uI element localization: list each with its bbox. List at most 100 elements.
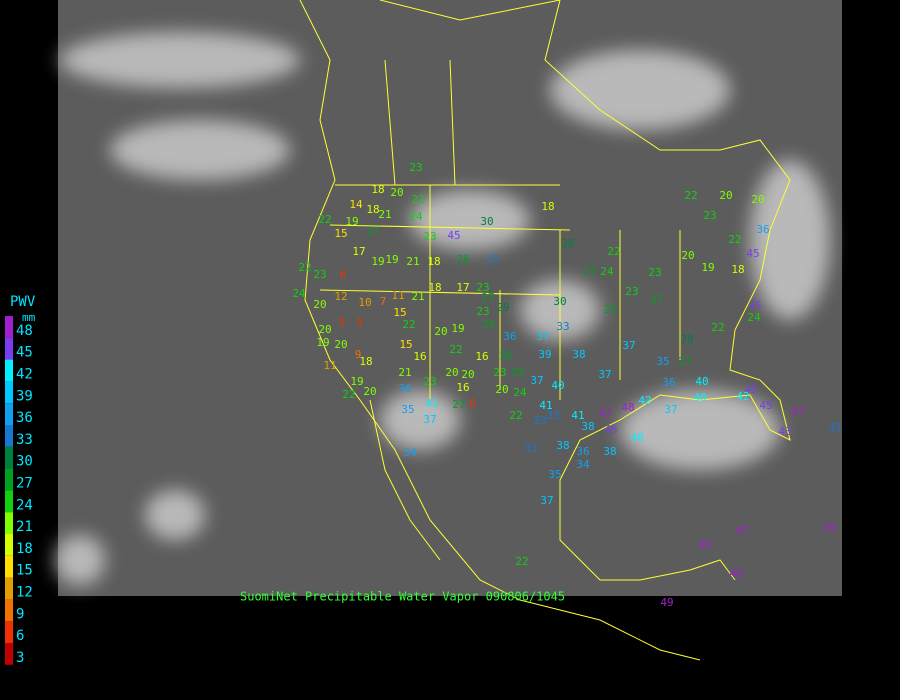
station-value: 21 <box>411 290 424 303</box>
legend-swatch <box>5 425 13 447</box>
legend-label: 6 <box>16 628 24 644</box>
legend-label: 24 <box>16 497 33 513</box>
station-value: 45 <box>604 423 617 436</box>
station-value: 21 <box>398 366 411 379</box>
station-value: 35 <box>401 403 414 416</box>
station-value: 11 <box>323 359 336 372</box>
legend-swatch <box>5 555 13 578</box>
station-value: 15 <box>399 338 412 351</box>
station-value: 20 <box>681 249 694 262</box>
station-value: 19 <box>385 253 398 266</box>
station-value: 20 <box>445 366 458 379</box>
station-value: 23 <box>409 161 422 174</box>
station-value: 38 <box>603 445 616 458</box>
station-value: 23 <box>476 305 489 318</box>
station-value: 37 <box>540 494 553 507</box>
legend-label: 48 <box>16 323 33 339</box>
station-value: 18 <box>428 281 441 294</box>
legend-unit: mm <box>22 311 36 324</box>
station-value: 37 <box>622 339 635 352</box>
station-value: 5 <box>339 316 346 329</box>
station-value: 33 <box>546 409 559 422</box>
station-value: 23 <box>625 285 638 298</box>
legend-label: 12 <box>16 585 33 601</box>
station-value: 40 <box>551 379 564 392</box>
station-value: 19 <box>316 336 329 349</box>
legend-label: 39 <box>16 388 33 404</box>
station-value: 37 <box>536 330 549 343</box>
station-value: 38 <box>556 439 569 452</box>
station-value: 6 <box>340 268 347 281</box>
legend-swatch <box>5 359 13 382</box>
station-value: 45 <box>744 383 757 396</box>
station-value: 25 <box>482 318 495 331</box>
legend-label: 33 <box>16 432 33 448</box>
legend-label: 18 <box>16 541 33 557</box>
station-value: 42 <box>638 394 651 407</box>
station-value: 26 <box>456 253 469 266</box>
legend-swatch <box>5 534 13 556</box>
station-value: 9 <box>355 348 362 361</box>
legend-swatch <box>5 316 13 338</box>
station-value: 41 <box>571 409 584 422</box>
station-value: 35 <box>548 468 561 481</box>
station-value: 47 <box>791 405 804 418</box>
station-value: 22 <box>711 321 724 334</box>
legend-swatch <box>5 490 13 513</box>
legend-title: PWV <box>10 294 36 310</box>
legend: PWV mm 48 45 42 39 36 33 30 27 24 21 18 15 12 9 6 3 <box>5 294 36 666</box>
station-value: 24 <box>409 210 423 223</box>
station-value: 23 <box>476 281 489 294</box>
station-value: 40 <box>630 431 643 444</box>
station-value: 20 <box>318 323 331 336</box>
station-value: 22 <box>509 409 522 422</box>
station-value: 42 <box>736 390 749 403</box>
legend-swatch <box>5 599 13 622</box>
station-value: 40 <box>693 391 706 404</box>
station-value: 37 <box>598 368 611 381</box>
station-value: 18 <box>731 263 744 276</box>
station-value: 37 <box>664 403 677 416</box>
station-value: 19 <box>451 322 464 335</box>
station-value: 23 <box>703 209 716 222</box>
station-value: 35 <box>656 355 669 368</box>
station-value: 5 <box>357 316 364 329</box>
station-value: 20 <box>719 189 732 202</box>
legend-swatch <box>5 621 13 643</box>
station-value: 20 <box>461 368 474 381</box>
station-value: 16 <box>413 350 426 363</box>
station-value: 20 <box>313 298 326 311</box>
station-value: 20 <box>390 186 403 199</box>
station-value: 38 <box>572 348 585 361</box>
station-value: 31 <box>828 421 841 434</box>
station-value: 37 <box>423 413 436 426</box>
station-value: 25 <box>511 366 524 379</box>
station-value: 23 <box>493 366 506 379</box>
station-value: 38 <box>581 420 594 433</box>
station-value: 18 <box>541 200 554 213</box>
station-value: 16 <box>475 350 488 363</box>
legend-swatch <box>5 403 13 425</box>
station-value: 23 <box>313 268 326 281</box>
station-value: 29 <box>680 333 693 346</box>
station-value: 24 <box>600 265 614 278</box>
station-value: 28 <box>561 237 574 250</box>
station-value: 33 <box>533 414 546 427</box>
station-value: 21 <box>406 255 419 268</box>
station-value: 27 <box>650 293 663 306</box>
station-value: 10 <box>358 296 371 309</box>
station-value: 34 <box>576 458 590 471</box>
station-value: 32 <box>486 253 499 266</box>
station-value: 47 <box>735 524 748 537</box>
cloud-cover <box>55 32 830 585</box>
station-value: 20 <box>495 383 508 396</box>
station-value: 15 <box>393 306 406 319</box>
station-value: 6 <box>470 397 477 410</box>
station-value: 22 <box>728 233 741 246</box>
station-value: 27 <box>366 225 379 238</box>
station-value: 43 <box>778 425 791 438</box>
legend-label: 15 <box>16 563 33 579</box>
station-value: 33 <box>556 320 569 333</box>
station-value: 22 <box>515 555 528 568</box>
